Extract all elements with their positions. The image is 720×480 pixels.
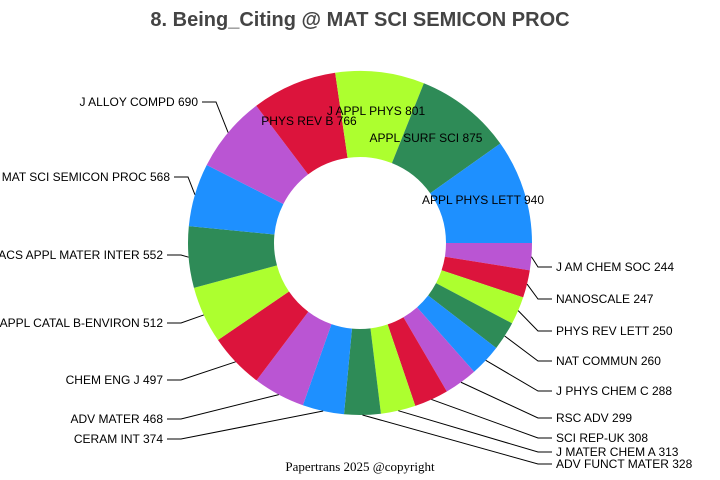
chart-title: 8. Being_Citing @ MAT SCI SEMICON PROC [150,9,569,31]
leader-line [167,361,236,381]
slice-j-phys-chem-c [417,295,497,372]
slice-j-mater-chem-a [370,324,416,414]
leader-line [202,101,229,133]
leader-line [174,176,196,195]
slice-label: ADV FUNCT MATER 328 [556,457,693,471]
slice-appl-catal-b-environ [193,265,289,341]
slice-j-appl-phys [335,71,424,164]
slice-label: J ALLOY COMPD 690 [80,95,199,109]
slice-label: J MATER CHEM A 313 [556,445,679,459]
leader-line [398,410,552,453]
leader-line [531,256,552,268]
slice-label: MAT SCI SEMICON PROC 568 [2,170,171,184]
leader-line [362,414,552,465]
leader-line [167,394,279,420]
slice-label: NAT COMMUN 260 [556,354,661,368]
slice-phys-rev-lett [436,270,524,324]
leader-line [167,410,324,440]
slice-label: J APPL PHYS 801 [327,104,426,118]
slice-appl-surf-sci [391,83,501,194]
slice-label: PHYS REV B 766 [261,114,357,128]
leader-line [526,283,552,300]
slice-label: APPL PHYS LETT 940 [422,193,544,207]
slice-label: RSC ADV 299 [556,411,632,425]
slice-mat-sci-semicon-proc [188,164,284,235]
leader-line [167,314,204,324]
slice-rsc-adv [403,307,475,392]
slice-j-alloy-compd [206,105,309,204]
slice-label: NANOSCALE 247 [556,292,654,306]
slice-phys-rev-b [256,72,348,175]
slice-label: J AM CHEM SOC 244 [556,260,674,274]
slice-label: SCI REP-UK 308 [556,431,648,445]
slice-label: APPL CATAL B-ENVIRON 512 [0,316,163,330]
slice-adv-funct-mater [344,328,381,415]
leader-line [167,254,189,258]
slice-acs-appl-mater-inter [188,226,277,288]
leader-line [504,335,552,362]
slice-sci-rep-uk [387,317,447,406]
slice-nat-commun [428,283,513,348]
slice-label: ACS APPL MATER INTER 552 [0,248,163,262]
footnote: Papertrans 2025 @copyright [285,459,435,474]
leader-line [460,381,552,419]
leader-line [517,310,552,332]
slice-label: CHEM ENG J 497 [66,373,164,387]
slice-label: J PHYS CHEM C 288 [556,384,672,398]
slice-label: PHYS REV LETT 250 [556,324,673,338]
slice-label: ADV MATER 468 [71,412,164,426]
slice-j-am-chem-soc [444,243,532,271]
slice-nanoscale [441,256,530,298]
leader-line [431,398,552,439]
slice-chem-eng-j [217,291,309,381]
slice-label: APPL SURF SCI 875 [370,131,483,145]
leader-line [485,359,552,392]
slice-ceram-int [302,324,353,415]
slice-label: CERAM INT 374 [74,432,163,446]
slice-adv-mater [256,311,332,406]
slice-appl-phys-lett [430,143,532,243]
